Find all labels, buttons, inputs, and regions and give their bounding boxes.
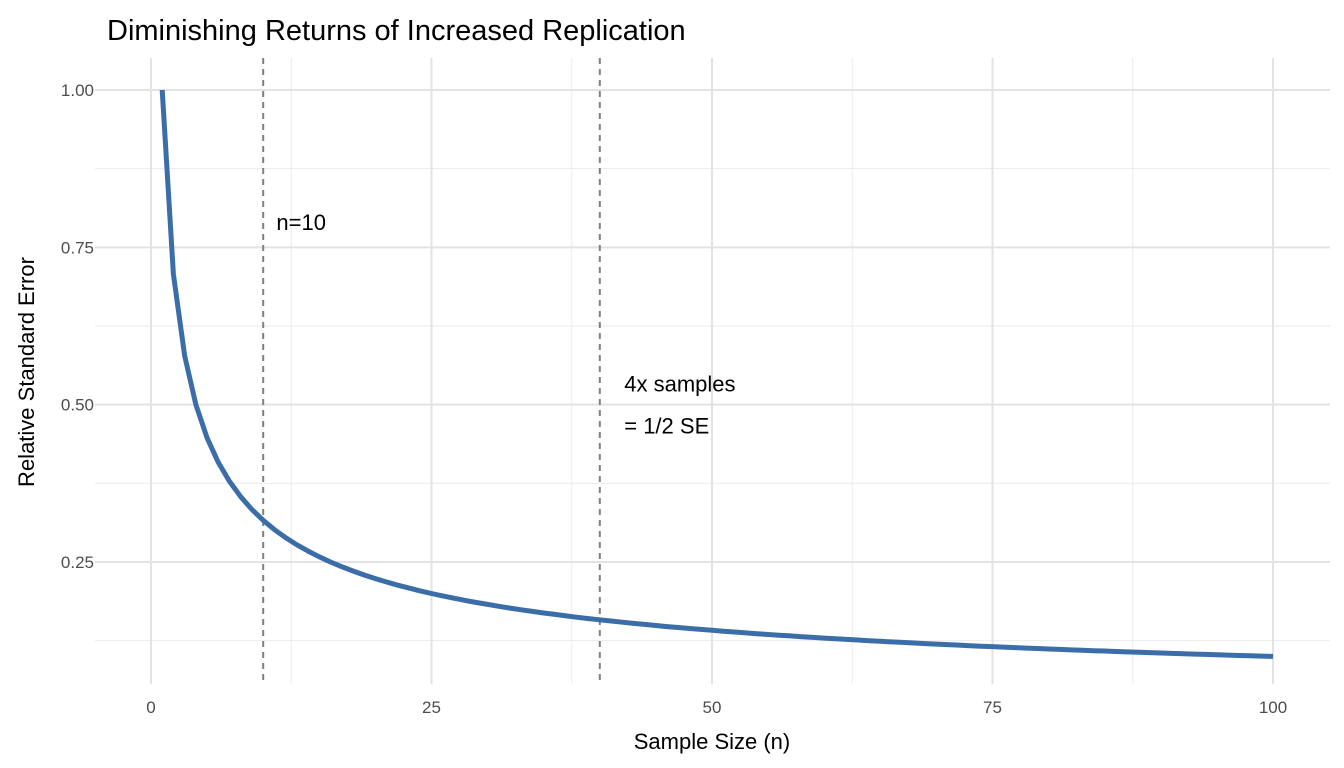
y-tick-label: 0.25 xyxy=(61,553,94,572)
x-tick-label: 100 xyxy=(1259,698,1287,717)
x-axis-title: Sample Size (n) xyxy=(634,729,791,754)
reference-lines xyxy=(262,58,601,684)
x-tick-label: 75 xyxy=(983,698,1002,717)
series-line xyxy=(159,89,1274,659)
grid xyxy=(95,58,1330,684)
annotation-line: = 1/2 SE xyxy=(624,414,709,439)
y-axis-title: Relative Standard Error xyxy=(14,257,39,487)
annotation: n=10 xyxy=(276,210,326,235)
tick-labels: 0 25 50 75 100 0.25 0.50 0.75 1.00 xyxy=(61,81,1287,717)
x-tick-label: 25 xyxy=(422,698,441,717)
y-tick-label: 0.75 xyxy=(61,238,94,257)
chart-title: Diminishing Returns of Increased Replica… xyxy=(107,15,686,47)
series xyxy=(159,89,1274,659)
annotation-line: n=10 xyxy=(276,210,326,235)
x-tick-label: 0 xyxy=(146,698,155,717)
annotation: 4x samples = 1/2 SE xyxy=(624,372,735,439)
y-tick-label: 0.50 xyxy=(61,396,94,415)
y-tick-label: 1.00 xyxy=(61,81,94,100)
x-tick-label: 50 xyxy=(703,698,722,717)
annotations: n=10 4x samples = 1/2 SE xyxy=(276,210,735,439)
annotation-line: 4x samples xyxy=(624,372,735,397)
